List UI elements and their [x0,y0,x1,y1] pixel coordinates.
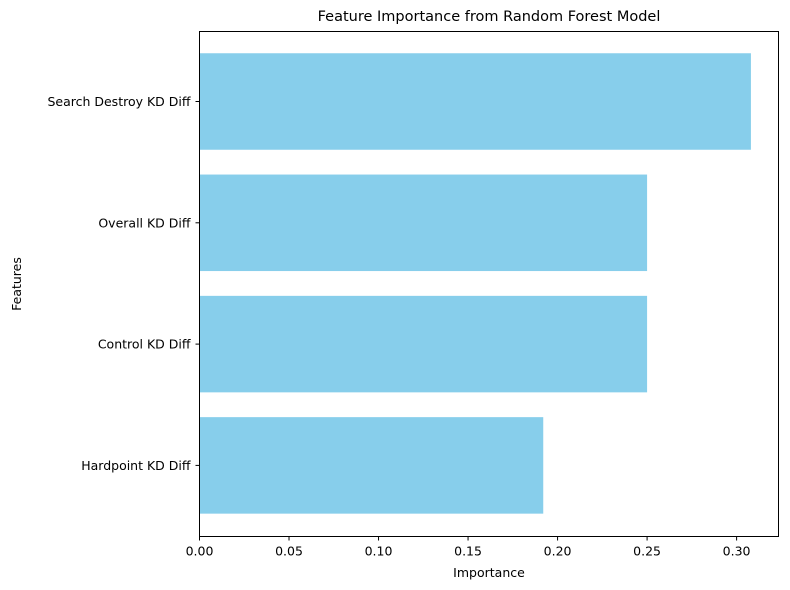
x-tick-label-3: 0.15 [454,544,482,559]
x-tick-label-6: 0.30 [723,544,751,559]
y-ticks: Search Destroy KD Diff Overall KD Diff Con… [47,94,200,473]
x-ticks: 0.00 0.05 0.10 0.15 0.20 0.25 0.30 [186,536,751,559]
x-tick-label-4: 0.20 [544,544,572,559]
x-tick-label-5: 0.25 [633,544,661,559]
bars-group [199,53,751,514]
y-tick-label-0: Search Destroy KD Diff [47,94,190,109]
y-tick-label-1: Overall KD Diff [98,215,191,230]
bar-3 [199,417,544,514]
x-axis-label: Importance [453,565,525,580]
bar-0 [199,53,751,150]
x-tick-label-1: 0.05 [275,544,303,559]
bar-2 [199,295,648,393]
y-tick-label-3: Hardpoint KD Diff [81,458,191,473]
bar-1 [199,174,648,272]
x-tick-label-0: 0.00 [186,544,214,559]
chart-title: Feature Importance from Random Forest Mo… [318,9,661,25]
y-axis-label: Features [9,257,24,311]
plot-frame [199,31,779,537]
x-tick-label-2: 0.10 [365,544,393,559]
y-tick-label-2: Control KD Diff [98,337,191,352]
